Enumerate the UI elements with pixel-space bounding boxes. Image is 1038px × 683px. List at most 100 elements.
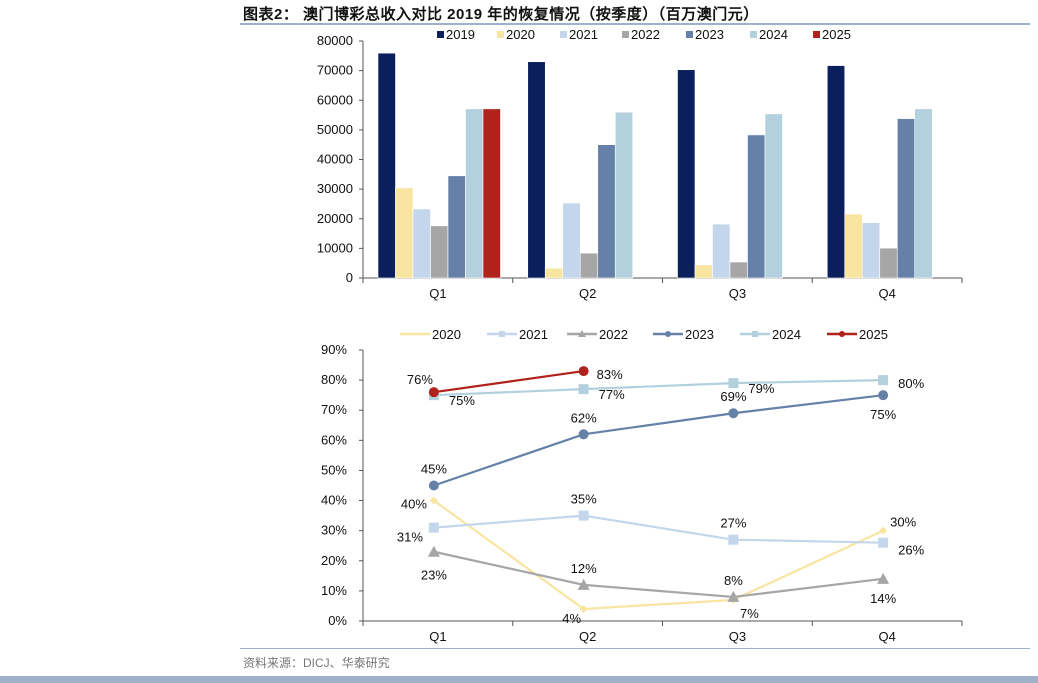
bar-2022-Q3	[729, 261, 748, 279]
legend-label-2022: 2022	[599, 327, 628, 342]
data-label-2020-Q4: 30%	[890, 515, 916, 530]
bar-category-label: Q4	[878, 286, 895, 301]
bar-y-tick-label: 80000	[317, 33, 353, 48]
data-label-2025-Q2: 83%	[597, 367, 623, 382]
data-label-2022-Q1: 23%	[421, 568, 447, 583]
marker-2021-Q2	[578, 510, 589, 521]
legend-marker-2022	[578, 330, 586, 337]
legend-label-2022: 2022	[631, 27, 660, 42]
line-category-label: Q3	[729, 629, 746, 644]
bar-category-label: Q1	[429, 286, 446, 301]
marker-2023-Q4	[878, 390, 889, 401]
source-note: 资料来源：DICJ、华泰研究	[243, 656, 390, 670]
legend-label-2021: 2021	[519, 327, 548, 342]
bar-2019-Q3	[677, 69, 696, 279]
line-y-tick-label: 20%	[321, 553, 347, 568]
bar-2021-Q3	[712, 223, 731, 279]
data-label-2021-Q1: 31%	[397, 530, 423, 545]
marker-2024-Q3	[728, 378, 739, 389]
bar-2020-Q1	[395, 187, 414, 279]
bar-2021-Q4	[861, 222, 881, 279]
line-y-tick-label: 30%	[321, 523, 347, 538]
bar-2023-Q1	[447, 175, 466, 279]
legend-label-2023: 2023	[695, 27, 724, 42]
legend-marker-2023	[665, 331, 671, 337]
data-label-2024-Q1: 75%	[449, 393, 475, 408]
line-series-2024	[433, 379, 884, 397]
line-series-2025	[433, 369, 584, 394]
line-y-tick-label: 10%	[321, 583, 347, 598]
bar-y-tick-label: 20000	[317, 211, 353, 226]
bar-category-label: Q2	[579, 286, 596, 301]
bar-category-label: Q3	[729, 286, 746, 301]
marker-2025-Q1	[428, 387, 439, 398]
data-label-2020-Q1: 40%	[401, 497, 427, 512]
line-y-tick-label: 60%	[321, 432, 347, 447]
data-label-2025-Q1: 76%	[407, 372, 433, 387]
data-label-2021-Q3: 27%	[720, 516, 746, 531]
marker-2020-Q1	[429, 496, 438, 505]
bar-2019-Q4	[826, 65, 846, 279]
bar-2019-Q1	[377, 52, 396, 279]
bar-y-tick-label: 40000	[317, 152, 353, 167]
bar-y-tick-label: 30000	[317, 181, 353, 196]
marker-2023-Q1	[428, 480, 439, 491]
line-y-tick-label: 70%	[321, 402, 347, 417]
bar-2021-Q1	[412, 208, 431, 279]
data-label-2022-Q3: 8%	[724, 573, 743, 588]
legend-marker-2025	[839, 331, 845, 337]
data-label-2021-Q4: 26%	[898, 543, 924, 558]
source-divider	[240, 648, 1030, 649]
marker-2024-Q2	[578, 384, 589, 395]
data-label-2021-Q2: 35%	[571, 492, 597, 507]
data-label-2020-Q3: 7%	[740, 606, 759, 621]
data-label-2024-Q4: 80%	[898, 376, 924, 391]
bar-2022-Q2	[579, 252, 599, 279]
bar-2023-Q4	[896, 118, 916, 279]
legend-label-2020: 2020	[432, 327, 461, 342]
bar-2024-Q4	[914, 108, 933, 279]
legend-label-2024: 2024	[759, 27, 788, 42]
bar-2023-Q2	[597, 144, 616, 279]
legend-label-2019: 2019	[446, 27, 475, 42]
data-label-2023-Q4: 75%	[870, 407, 896, 422]
marker-2020-Q2	[579, 604, 588, 613]
bar-2024-Q3	[764, 113, 783, 279]
line-y-tick-label: 90%	[321, 342, 347, 357]
data-label-2023-Q1: 45%	[421, 462, 447, 477]
marker-2023-Q2	[578, 429, 589, 440]
legend-label-2023: 2023	[685, 327, 714, 342]
legend-swatch-2023	[686, 31, 693, 38]
bar-y-tick-label: 0	[346, 270, 353, 285]
data-label-2020-Q2: 4%	[562, 611, 581, 626]
legend-marker-2021	[499, 331, 505, 337]
line-y-tick-label: 0%	[328, 613, 347, 628]
marker-2022-Q4	[877, 572, 890, 584]
bar-2025-Q1	[482, 108, 501, 279]
data-label-2023-Q3: 69%	[720, 389, 746, 404]
bar-2024-Q2	[614, 111, 634, 279]
bar-y-tick-label: 10000	[317, 240, 353, 255]
line-category-label: Q4	[878, 629, 895, 644]
marker-2021-Q1	[428, 522, 439, 533]
bar-2019-Q2	[527, 61, 546, 279]
bottom-bar	[0, 676, 1038, 683]
legend-label-2025: 2025	[822, 27, 851, 42]
line-category-label: Q2	[579, 629, 596, 644]
line-series-2020	[433, 499, 884, 611]
figure-title: 图表2： 澳门博彩总收入对比 2019 年的恢复情况（按季度）（百万澳门元）	[243, 6, 759, 23]
data-label-2024-Q2: 77%	[599, 387, 625, 402]
bar-2020-Q3	[694, 264, 713, 279]
bar-y-tick-label: 60000	[317, 92, 353, 107]
legend-swatch-2020	[497, 31, 504, 38]
line-series-2023	[433, 394, 884, 487]
legend-marker-2024	[752, 331, 758, 337]
marker-2022-Q1	[427, 545, 440, 557]
title-divider	[240, 23, 1030, 25]
legend-swatch-2024	[750, 31, 757, 38]
legend-swatch-2019	[437, 31, 444, 38]
legend-swatch-2021	[560, 31, 567, 38]
marker-2022-Q2	[577, 578, 590, 590]
marker-2021-Q3	[728, 534, 739, 545]
